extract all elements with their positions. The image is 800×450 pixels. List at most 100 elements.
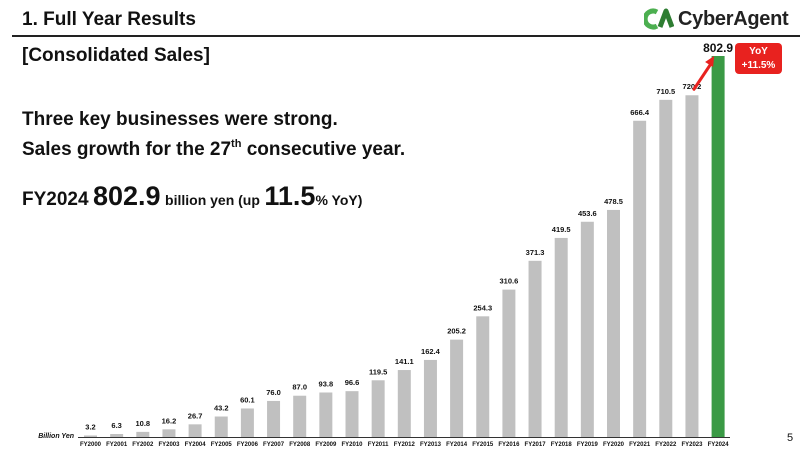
- bar-FY2017: [528, 260, 542, 437]
- data-label-FY2010: 96.6: [345, 378, 360, 387]
- data-label-FY2021: 666.4: [630, 108, 650, 117]
- bar-FY2009: [319, 392, 333, 437]
- bar-FY2012: [397, 370, 411, 437]
- data-label-FY2001: 6.3: [111, 421, 121, 430]
- bar-FY2021: [633, 120, 647, 438]
- tick-label-FY2014: FY2014: [446, 442, 468, 448]
- growth-arrow-line: [692, 60, 714, 91]
- bar-FY2018: [554, 237, 568, 437]
- tick-label-FY2016: FY2016: [498, 442, 520, 448]
- bar-FY2013: [423, 359, 437, 437]
- cyberagent-logo: CyberAgent: [644, 6, 789, 32]
- yoy-badge-label: YoY: [749, 46, 768, 57]
- data-label-FY2020: 478.5: [604, 197, 623, 206]
- bar-FY2002: [136, 431, 150, 437]
- data-label-FY2022: 710.5: [656, 87, 675, 96]
- logo-text: CyberAgent: [678, 7, 789, 30]
- tick-label-FY2005: FY2005: [211, 442, 233, 448]
- fy-summary: FY2024 802.9 billion yen (up 11.5% YoY): [22, 181, 362, 212]
- tick-label-FY2009: FY2009: [315, 442, 337, 448]
- bar-FY2022: [659, 99, 673, 437]
- tick-label-FY2004: FY2004: [185, 442, 207, 448]
- data-label-FY2000: 3.2: [85, 422, 95, 431]
- data-label-FY2017: 371.3: [526, 248, 545, 257]
- bar-FY2014: [450, 339, 464, 437]
- tick-label-FY2003: FY2003: [158, 442, 180, 448]
- bar-FY2015: [476, 316, 490, 437]
- data-label-FY2009: 93.8: [319, 379, 334, 388]
- tick-label-FY2017: FY2017: [525, 442, 547, 448]
- bar-FY2007: [267, 400, 281, 437]
- headline-line-2-post: consecutive year.: [241, 139, 406, 160]
- page-title: 1. Full Year Results: [22, 9, 196, 30]
- tick-label-FY2012: FY2012: [394, 442, 416, 448]
- data-label-FY2006: 60.1: [240, 395, 255, 404]
- fy-growth: 11.5: [264, 181, 316, 211]
- tick-label-FY2022: FY2022: [655, 442, 677, 448]
- tick-label-FY2007: FY2007: [263, 442, 285, 448]
- logo-mark-icon: [644, 8, 674, 30]
- data-label-FY2011: 119.5: [369, 367, 387, 376]
- data-label-FY2005: 43.2: [214, 404, 229, 413]
- page-number: 5: [787, 432, 794, 444]
- tick-label-FY2000: FY2000: [80, 442, 102, 448]
- data-label-FY2012: 141.1: [395, 357, 414, 366]
- tick-label-FY2024: FY2024: [708, 442, 730, 448]
- data-label-FY2007: 76.0: [266, 388, 281, 397]
- tick-label-FY2023: FY2023: [681, 442, 703, 448]
- data-label-FY2018: 419.5: [552, 225, 571, 234]
- bar-FY2019: [580, 221, 594, 437]
- tick-label-FY2019: FY2019: [577, 442, 599, 448]
- bar-FY2000: [84, 435, 97, 437]
- y-axis-label: Billion Yen: [38, 433, 74, 440]
- headline-line-1: Three key businesses were strong.: [22, 109, 338, 130]
- bar-FY2004: [188, 424, 202, 437]
- bar-FY2010: [345, 391, 359, 437]
- headline-line-2-sup: th: [231, 138, 242, 150]
- data-label-FY2003: 16.2: [162, 416, 177, 425]
- header-divider: [12, 35, 800, 37]
- data-label-FY2023: 720.2: [683, 82, 702, 91]
- section-title: [Consolidated Sales]: [22, 45, 210, 66]
- data-label-FY2004: 26.7: [188, 411, 203, 420]
- tick-label-FY2006: FY2006: [237, 442, 259, 448]
- tick-label-FY2008: FY2008: [289, 442, 311, 448]
- tick-label-FY2018: FY2018: [551, 442, 573, 448]
- data-label-FY2019: 453.6: [578, 209, 597, 218]
- bar-FY2006: [240, 408, 254, 437]
- tick-label-FY2010: FY2010: [341, 442, 363, 448]
- headline-line-2: Sales growth for the 27th consecutive ye…: [22, 132, 405, 162]
- data-label-FY2024: 802.9: [703, 41, 733, 55]
- data-label-FY2014: 205.2: [447, 327, 466, 336]
- data-label-FY2016: 310.6: [500, 277, 519, 286]
- tick-label-FY2021: FY2021: [629, 442, 651, 448]
- data-label-FY2002: 10.8: [135, 419, 150, 428]
- headline-line-2-pre: Sales growth for the 27: [22, 139, 232, 160]
- bar-FY2001: [110, 434, 124, 437]
- data-label-FY2013: 162.4: [421, 347, 441, 356]
- fy-value: 802.9: [93, 181, 161, 211]
- bar-FY2005: [214, 416, 228, 437]
- headline: Three key businesses were strong. Sales …: [22, 107, 405, 162]
- yoy-badge-value: +11.5%: [741, 60, 776, 71]
- fy-year: FY2024: [22, 189, 89, 210]
- fy-suffix: % YoY): [315, 192, 363, 208]
- bar-FY2011: [371, 380, 385, 437]
- growth-arrow-head: [705, 56, 715, 67]
- tick-label-FY2013: FY2013: [420, 442, 442, 448]
- bar-FY2016: [502, 289, 516, 437]
- tick-label-FY2020: FY2020: [603, 442, 625, 448]
- bar-FY2008: [293, 395, 307, 437]
- bar-FY2020: [607, 209, 620, 437]
- bar-FY2024: [711, 56, 725, 437]
- tick-label-FY2002: FY2002: [132, 442, 154, 448]
- data-label-FY2015: 254.3: [473, 303, 492, 312]
- tick-label-FY2011: FY2011: [368, 442, 389, 448]
- bar-FY2023: [685, 95, 699, 437]
- tick-label-FY2015: FY2015: [472, 442, 494, 448]
- data-label-FY2008: 87.0: [292, 383, 307, 392]
- bar-FY2003: [162, 429, 176, 437]
- tick-label-FY2001: FY2001: [106, 442, 128, 448]
- yoy-badge: YoY +11.5%: [735, 43, 782, 74]
